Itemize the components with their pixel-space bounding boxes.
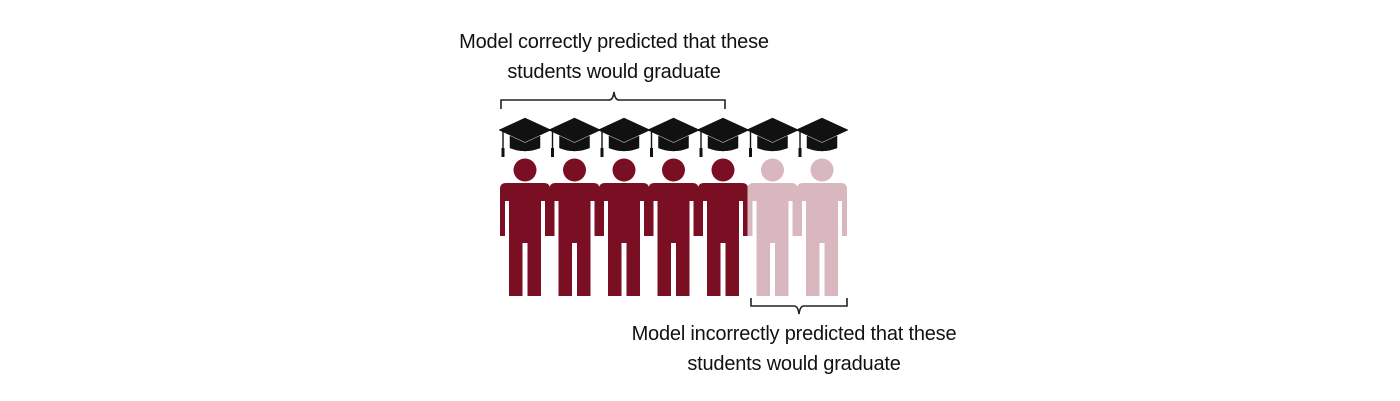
- student-correct-3: [597, 117, 651, 296]
- graduation-cap-icon: [597, 117, 651, 157]
- student-incorrect-6: [745, 117, 800, 296]
- student-correct-4: [646, 117, 701, 296]
- student-figure-icon: [500, 158, 550, 296]
- incorrect-caption-line-1: Model incorrectly predicted that these: [631, 323, 957, 345]
- correct-caption-line-2: students would graduate: [507, 61, 721, 83]
- correct-prediction-caption: Model correctly predicted that these stu…: [414, 27, 814, 87]
- student-figure-icon: [599, 158, 649, 296]
- student-group: [498, 117, 849, 296]
- student-figure-icon: [648, 158, 699, 296]
- student-figure-icon: [747, 158, 798, 296]
- graduation-cap-icon: [745, 117, 800, 157]
- incorrect-group-bracket: [750, 298, 848, 315]
- student-figure-icon: [698, 158, 748, 296]
- incorrect-caption-line-2: students would graduate: [687, 353, 901, 375]
- student-figure-icon: [797, 158, 847, 296]
- graduation-cap-icon: [646, 117, 701, 157]
- incorrect-prediction-caption: Model incorrectly predicted that these s…: [594, 319, 994, 379]
- student-correct-2: [547, 117, 602, 296]
- graduation-cap-icon: [696, 117, 750, 157]
- correct-group-bracket: [500, 91, 726, 109]
- student-figure-icon: [549, 158, 600, 296]
- correct-caption-line-1: Model correctly predicted that these: [459, 31, 769, 53]
- student-correct-5: [696, 117, 750, 296]
- student-correct-1: [498, 117, 552, 296]
- graduation-cap-icon: [547, 117, 602, 157]
- graduation-cap-icon: [498, 117, 552, 157]
- student-incorrect-7: [795, 117, 849, 296]
- graduation-cap-icon: [795, 117, 849, 157]
